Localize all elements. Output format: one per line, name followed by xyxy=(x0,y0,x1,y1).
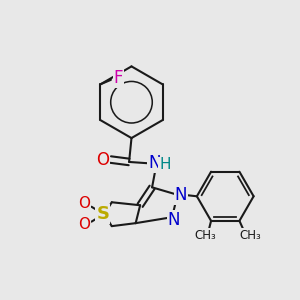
Text: O: O xyxy=(96,151,109,169)
Text: CH₃: CH₃ xyxy=(194,229,216,242)
Text: S: S xyxy=(96,205,109,223)
Text: N: N xyxy=(148,154,161,172)
Text: O: O xyxy=(78,217,90,232)
Text: N: N xyxy=(167,211,180,229)
Text: H: H xyxy=(159,158,171,172)
Text: CH₃: CH₃ xyxy=(239,229,261,242)
Text: N: N xyxy=(175,186,187,204)
Text: F: F xyxy=(114,69,123,87)
Text: O: O xyxy=(78,196,90,211)
